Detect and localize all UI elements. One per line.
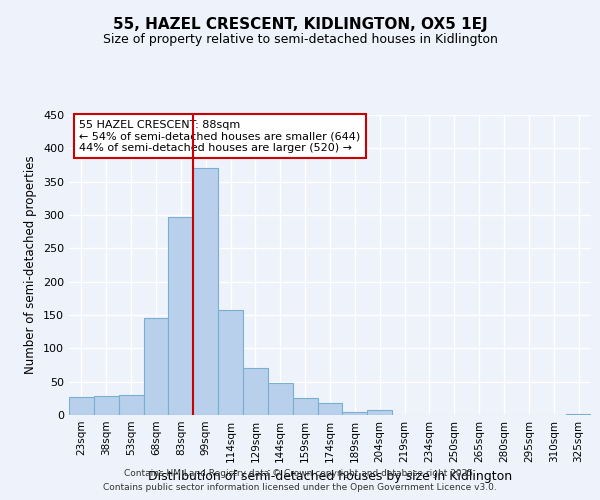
Bar [94, 396, 119, 415]
Bar [243, 368, 268, 415]
Bar [317, 403, 343, 415]
Bar [119, 395, 143, 415]
Bar [367, 410, 392, 415]
Bar [268, 383, 293, 415]
Text: 55 HAZEL CRESCENT: 88sqm
← 54% of semi-detached houses are smaller (644)
44% of : 55 HAZEL CRESCENT: 88sqm ← 54% of semi-d… [79, 120, 361, 152]
Text: Contains public sector information licensed under the Open Government Licence v3: Contains public sector information licen… [103, 484, 497, 492]
Bar [169, 217, 193, 415]
Bar [293, 398, 317, 415]
Bar [343, 412, 367, 415]
Text: Size of property relative to semi-detached houses in Kidlington: Size of property relative to semi-detach… [103, 32, 497, 46]
X-axis label: Distribution of semi-detached houses by size in Kidlington: Distribution of semi-detached houses by … [148, 470, 512, 484]
Text: 55, HAZEL CRESCENT, KIDLINGTON, OX5 1EJ: 55, HAZEL CRESCENT, KIDLINGTON, OX5 1EJ [113, 18, 487, 32]
Bar [566, 414, 591, 415]
Text: Contains HM Land Registry data © Crown copyright and database right 2025.: Contains HM Land Registry data © Crown c… [124, 468, 476, 477]
Y-axis label: Number of semi-detached properties: Number of semi-detached properties [25, 156, 37, 374]
Bar [143, 318, 169, 415]
Bar [69, 397, 94, 415]
Bar [218, 310, 243, 415]
Bar [193, 168, 218, 415]
